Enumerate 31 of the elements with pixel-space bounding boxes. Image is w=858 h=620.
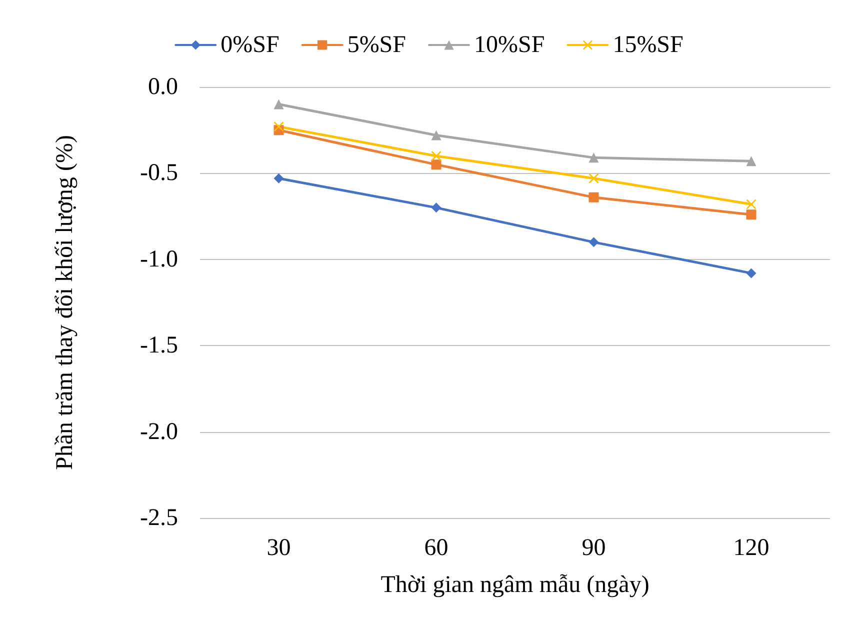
y-tick-label: -1.0 xyxy=(140,246,178,272)
y-tick-label: 0.0 xyxy=(148,74,178,100)
y-tick-label: -1.5 xyxy=(140,332,178,359)
legend-label: 5%SF xyxy=(347,32,406,58)
point xyxy=(746,268,756,278)
x-tick-label: 90 xyxy=(582,535,606,561)
x-tick-label: 120 xyxy=(733,535,770,561)
point xyxy=(431,202,442,213)
point xyxy=(274,173,284,184)
point xyxy=(431,160,442,170)
point xyxy=(746,199,756,210)
legend-label: 10%SF xyxy=(474,32,545,58)
point xyxy=(274,122,284,132)
point xyxy=(746,210,756,220)
legend-label: 0%SF xyxy=(220,32,280,58)
point xyxy=(588,173,599,184)
x-tick-label: 30 xyxy=(266,535,291,561)
point xyxy=(588,192,599,202)
point xyxy=(746,156,756,166)
x-tick-label: 60 xyxy=(424,535,448,561)
point xyxy=(431,150,442,161)
y-axis-title: Phần trăm thay đổi khối lượng (%) xyxy=(52,135,78,470)
y-tick-label: -0.5 xyxy=(140,160,178,186)
y-tick-label: -2.5 xyxy=(140,505,178,531)
y-tick-label: -2.0 xyxy=(140,418,178,445)
legend-label: 15%SF xyxy=(612,32,684,58)
point xyxy=(431,130,442,140)
x-axis-title: Thời gian ngâm mẫu (ngày) xyxy=(380,572,650,598)
point xyxy=(588,237,599,248)
point xyxy=(588,152,599,163)
point xyxy=(274,99,284,110)
